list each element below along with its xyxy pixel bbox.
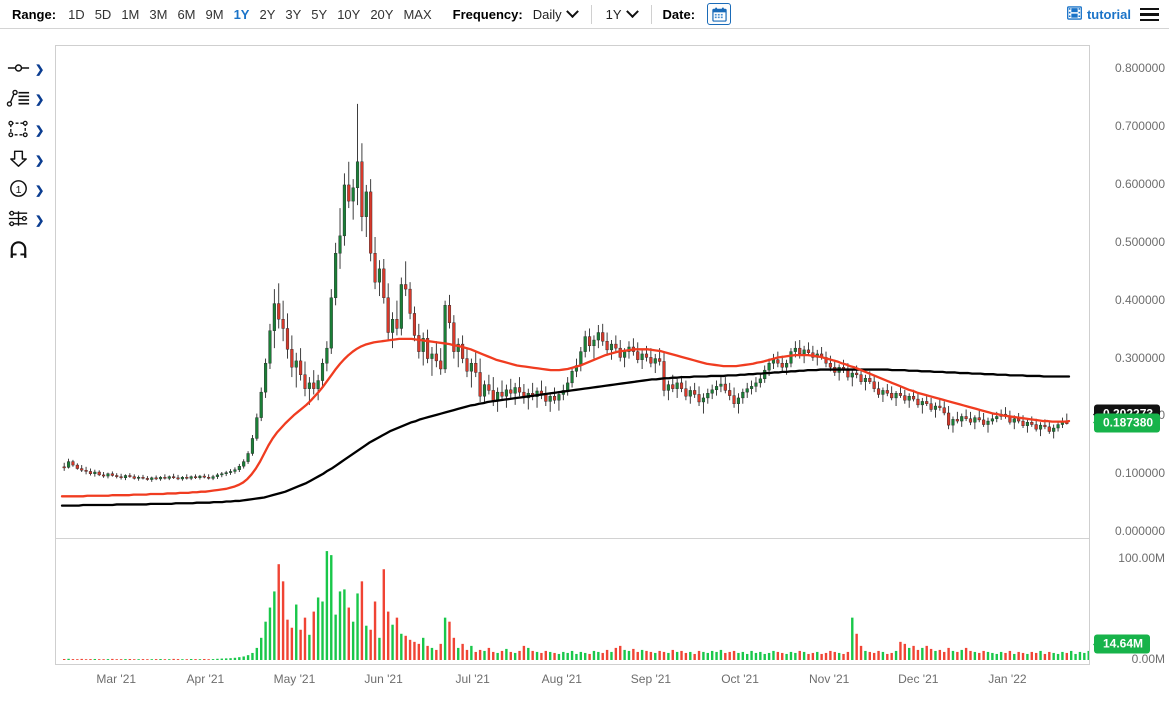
x-axis-tick: Oct '21 — [721, 672, 759, 686]
range-button-1d[interactable]: 1D — [68, 6, 85, 22]
volume-plot — [62, 551, 1112, 660]
current-volume-badge[interactable]: 14.64M — [1092, 634, 1151, 654]
toolbar-divider — [650, 4, 652, 24]
menu-bar — [1140, 7, 1159, 11]
submenu-arrow-icon[interactable]: ❯ — [35, 124, 45, 137]
range-button-10y[interactable]: 10Y — [337, 6, 361, 22]
film-icon — [1066, 6, 1082, 23]
range-button-6m[interactable]: 6M — [177, 6, 196, 22]
trendline-list-icon — [6, 89, 31, 112]
trendline-list-tool[interactable]: ❯ — [6, 87, 50, 113]
range-button-3m[interactable]: 3M — [149, 6, 168, 22]
menu-bar — [1140, 18, 1159, 22]
chevron-down-icon — [565, 4, 579, 18]
y-axis[interactable]: 0.800000 0.700000 0.600000 0.500000 0.400000… — [1092, 45, 1169, 666]
y-axis-tick: 0.400000 — [1114, 292, 1165, 307]
span-value: 1Y — [605, 6, 622, 22]
top-toolbar: Range: 1D 5D 1M 3M 6M 9M 1Y 2Y 3Y 5Y 10Y 20Y MAX Fre… — [0, 0, 1169, 29]
span-select[interactable]: 1Y — [603, 4, 640, 23]
settings-sliders-icon — [6, 209, 31, 233]
y-axis-tick: 0.000000 — [1114, 524, 1165, 539]
x-axis-tick: Mar '21 — [96, 672, 137, 686]
x-axis-tick: Jul '21 — [455, 672, 490, 686]
y-axis-tick: 0.500000 — [1114, 234, 1165, 249]
volume-axis-tick: 0.00M — [1131, 652, 1165, 666]
arrow-tool[interactable]: ❯ — [6, 148, 50, 174]
submenu-arrow-icon[interactable]: ❯ — [35, 214, 45, 227]
price-plot — [60, 103, 1071, 507]
price-pane[interactable] — [56, 46, 1089, 538]
y-axis-tick: 0.100000 — [1114, 466, 1165, 481]
x-axis-tick: Nov '21 — [809, 672, 850, 686]
range-button-max[interactable]: MAX — [403, 6, 432, 22]
x-axis-tick: Jan '22 — [988, 672, 1027, 686]
range-button-5y[interactable]: 5Y — [311, 6, 328, 22]
hamburger-menu-icon[interactable] — [1140, 0, 1159, 29]
x-axis-tick: Sep '21 — [630, 672, 672, 686]
submenu-arrow-icon[interactable]: ❯ — [35, 63, 45, 76]
y-axis-tick: 0.600000 — [1114, 176, 1165, 191]
volume-pane[interactable] — [56, 539, 1112, 664]
x-axis[interactable]: Mar '21 Apr '21 May '21 Jun '21 Jul '21 Aug '… — [55, 666, 1090, 704]
frequency-label: Frequency: — [452, 6, 523, 22]
submenu-arrow-icon[interactable]: ❯ — [35, 93, 45, 106]
range-button-group: 1D 5D 1M 3M 6M 9M 1Y 2Y 3Y 5Y 10Y 20Y MAX — [63, 7, 437, 22]
shape-tool[interactable]: ❯ — [6, 118, 50, 144]
x-axis-tick: Jun '21 — [364, 672, 403, 686]
pane-divider[interactable] — [56, 538, 1089, 539]
measure-tool[interactable]: ❯ — [6, 208, 50, 234]
x-axis-tick: Dec '21 — [898, 672, 939, 686]
submenu-arrow-icon[interactable]: ❯ — [35, 184, 45, 197]
magnet-tool[interactable] — [6, 239, 50, 265]
chart-canvas[interactable] — [55, 45, 1112, 665]
range-button-1m[interactable]: 1M — [121, 6, 140, 22]
y-axis-tick: 0.800000 — [1114, 61, 1165, 76]
magnet-icon — [6, 240, 31, 265]
line-tool[interactable]: ❯ — [6, 57, 50, 83]
line-segment-icon — [6, 59, 31, 82]
calendar-icon[interactable] — [707, 3, 732, 25]
range-label: Range: — [12, 6, 57, 22]
x-axis-tick: May '21 — [273, 672, 316, 686]
frequency-select[interactable]: Daily — [530, 4, 580, 23]
tutorial-label: tutorial — [1086, 7, 1131, 22]
toolbar-divider — [590, 4, 592, 24]
range-button-9m[interactable]: 9M — [205, 6, 224, 22]
frequency-value: Daily — [532, 6, 562, 22]
y-axis-tick: 0.300000 — [1114, 350, 1165, 365]
chevron-down-icon — [625, 4, 639, 18]
rectangle-shape-icon — [6, 120, 31, 143]
submenu-arrow-icon[interactable]: ❯ — [35, 154, 45, 167]
y-axis-tick: 0.700000 — [1114, 119, 1165, 134]
current-price-badge[interactable]: 0.187380 — [1092, 413, 1161, 433]
range-button-5d[interactable]: 5D — [94, 6, 112, 22]
circled-number-one-icon: 1 — [6, 179, 31, 203]
annotation-tool[interactable]: 1 ❯ — [6, 178, 50, 204]
range-button-2y[interactable]: 2Y — [259, 6, 276, 22]
volume-axis-tick: 100.00M — [1118, 551, 1165, 566]
down-arrow-icon — [6, 149, 31, 173]
menu-bar — [1140, 13, 1159, 16]
date-label: Date: — [662, 6, 696, 22]
x-axis-tick: Apr '21 — [186, 672, 225, 686]
range-button-20y[interactable]: 20Y — [370, 6, 394, 22]
svg-text:1: 1 — [16, 184, 22, 196]
range-button-3y[interactable]: 3Y — [285, 6, 302, 22]
tutorial-link[interactable]: tutorial — [1066, 0, 1131, 29]
range-button-1y[interactable]: 1Y — [233, 6, 250, 22]
x-axis-tick: Aug '21 — [541, 672, 582, 686]
drawing-toolbar: ❯ ❯ ❯ — [0, 29, 52, 704]
